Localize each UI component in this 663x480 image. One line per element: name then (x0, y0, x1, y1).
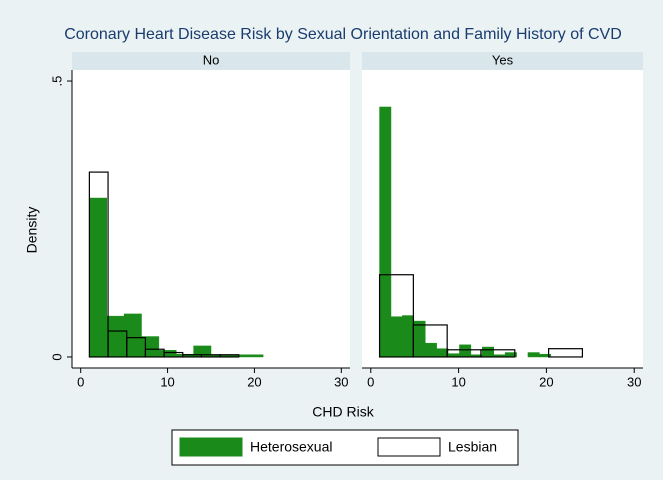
bar (245, 354, 264, 358)
bar (527, 352, 540, 358)
panel-strip (362, 52, 643, 70)
bar (459, 344, 472, 358)
bar (413, 320, 426, 358)
x-tick-label: 30 (627, 374, 641, 389)
legend-swatch (377, 437, 441, 457)
bar (378, 274, 414, 358)
x-tick-label: 10 (160, 374, 174, 389)
bar (412, 324, 448, 358)
legend-label: Lesbian (448, 439, 497, 455)
y-axis-label: Density (24, 207, 40, 254)
y-tick-label: .5 (49, 76, 64, 87)
bar (141, 336, 160, 358)
chart-title: Coronary Heart Disease Risk by Sexual Or… (64, 26, 622, 43)
bar (106, 315, 125, 358)
bar (390, 316, 403, 358)
panel-title: No (203, 52, 220, 67)
x-tick-label: 10 (451, 374, 465, 389)
x-tick-label: 0 (367, 374, 374, 389)
bar (436, 348, 449, 358)
bar (539, 353, 552, 358)
panel-title: Yes (492, 52, 514, 67)
bar (89, 197, 107, 358)
bar (424, 342, 437, 358)
bar (379, 106, 392, 358)
legend-label: Heterosexual (250, 439, 333, 455)
x-tick-label: 20 (247, 374, 261, 389)
bar (88, 171, 109, 358)
x-axis-label: CHD Risk (312, 404, 374, 420)
bar (219, 354, 240, 358)
y-tick-label: 0 (49, 353, 64, 360)
bar (482, 346, 494, 358)
x-tick-label: 30 (334, 374, 348, 389)
legend-swatch (179, 437, 243, 457)
bar (402, 315, 415, 358)
panel-strip (72, 52, 350, 70)
x-tick-label: 20 (539, 374, 553, 389)
bar (548, 348, 584, 358)
bar (126, 337, 147, 358)
bar (158, 350, 177, 358)
x-tick-label: 0 (77, 374, 84, 389)
bar (480, 349, 516, 358)
